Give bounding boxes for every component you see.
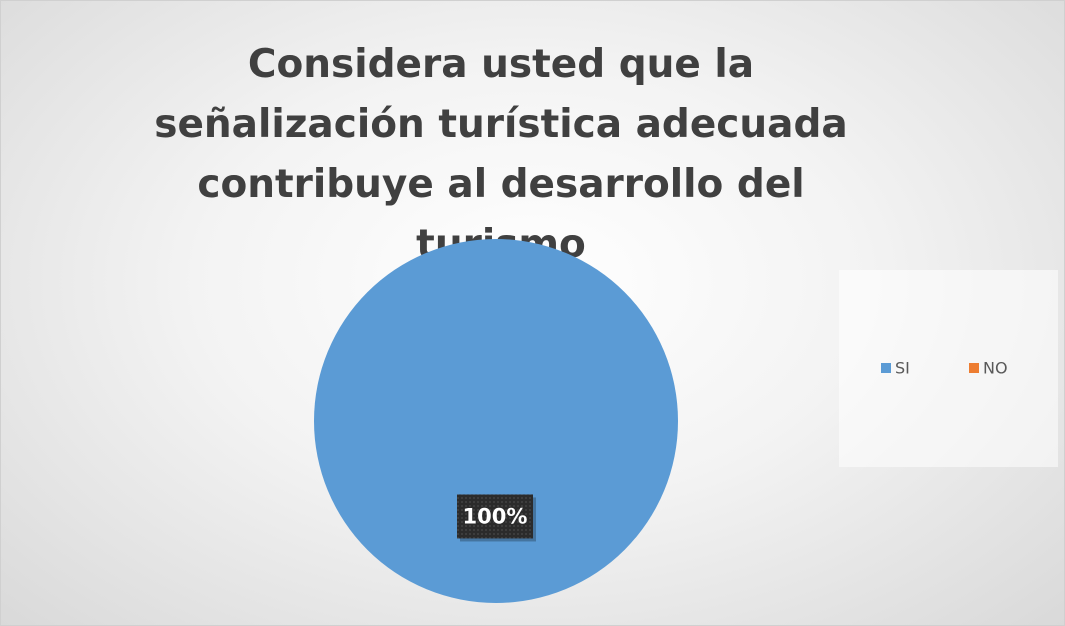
data-label-box — [457, 494, 533, 539]
legend-label: NO — [983, 359, 1008, 378]
legend-label: SI — [895, 359, 910, 378]
legend-box — [839, 270, 1058, 467]
pie-slice — [314, 239, 678, 603]
legend-swatch — [969, 363, 979, 373]
chart-title: Considera usted que la señalización turí… — [154, 42, 848, 267]
data-label: 100% — [463, 504, 528, 528]
legend-swatch — [881, 363, 891, 373]
